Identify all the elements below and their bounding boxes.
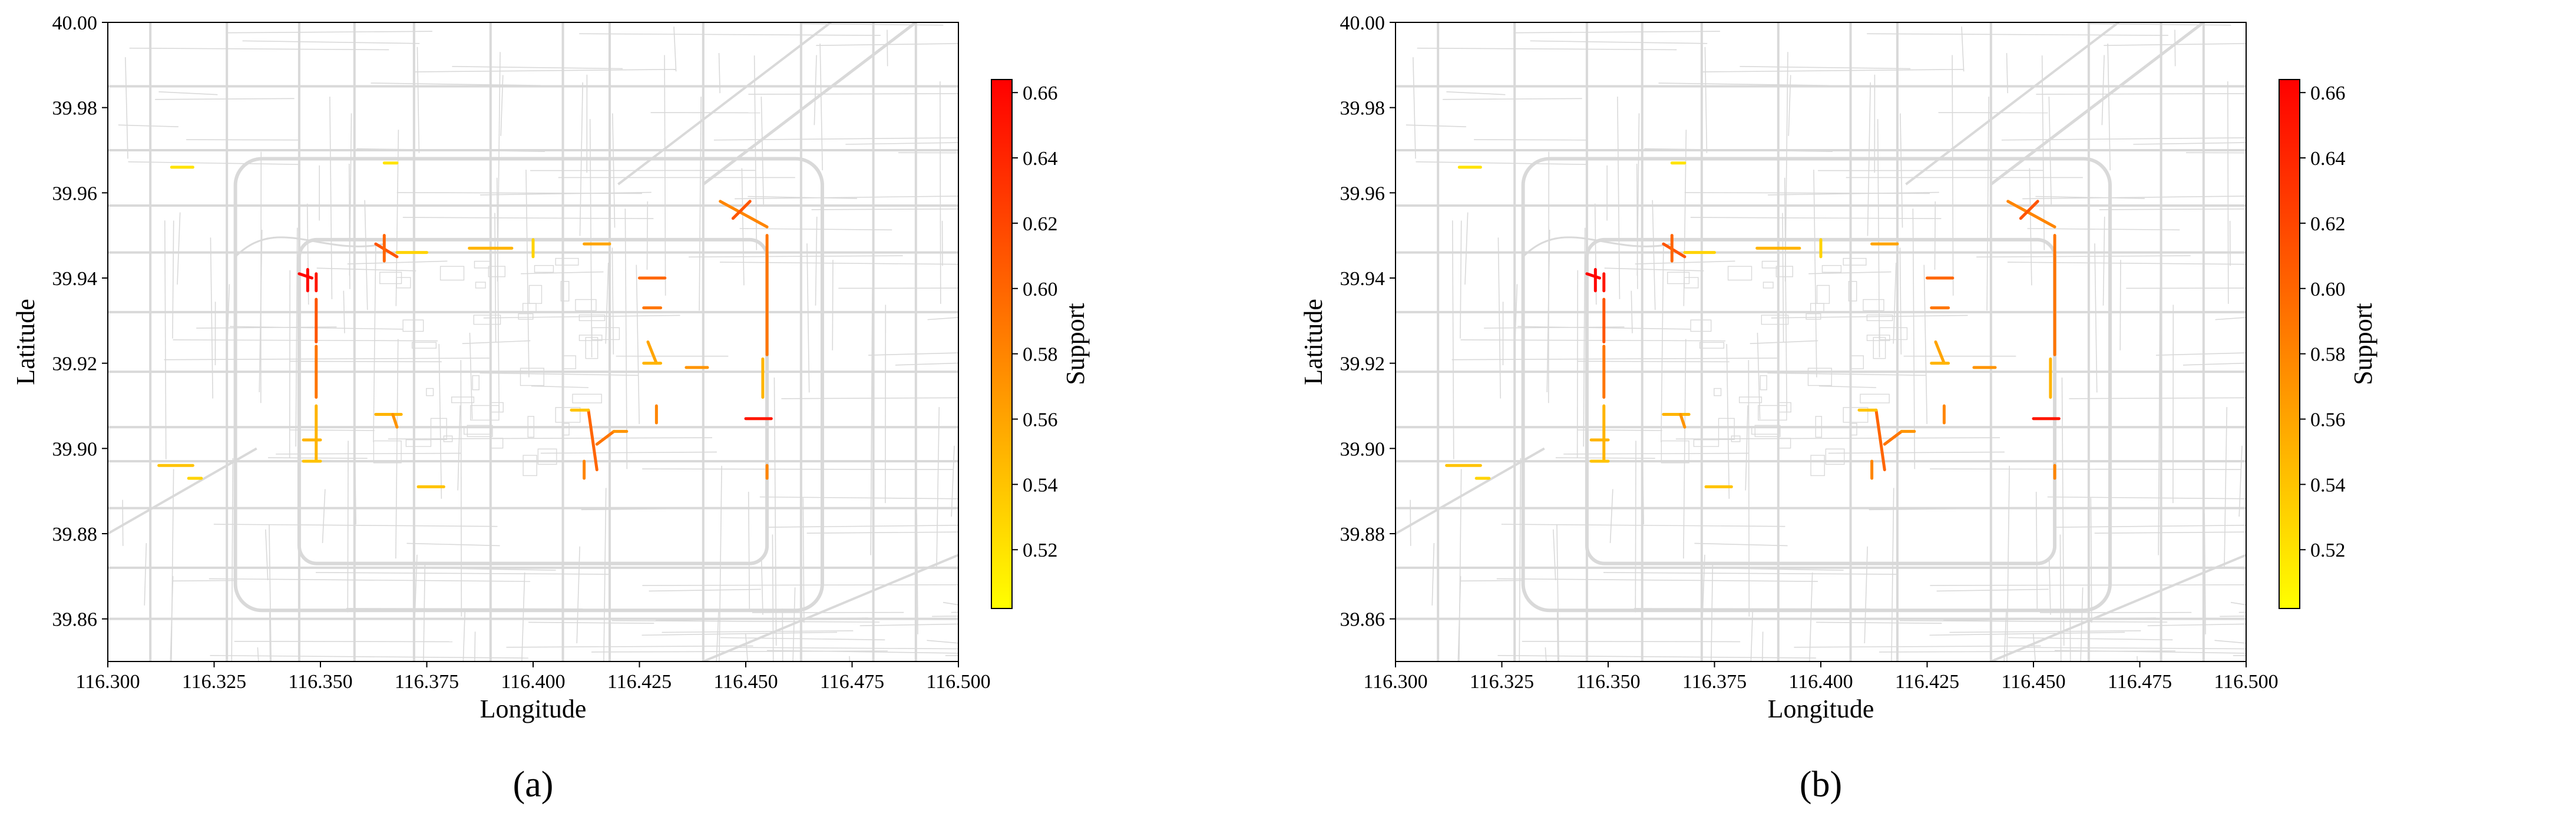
- colorbar-tick-label: 0.66: [1023, 82, 1058, 104]
- support-segment: [1681, 414, 1685, 427]
- y-tick-label: 39.90: [1340, 438, 1385, 460]
- x-tick-label: 116.450: [713, 671, 778, 693]
- basemap-roads: [108, 22, 958, 661]
- x-tick-label: 116.400: [1788, 671, 1853, 693]
- x-tick-label: 116.425: [1895, 671, 1959, 693]
- y-tick-label: 39.90: [52, 438, 98, 460]
- panel-caption: (a): [513, 765, 554, 805]
- support-segment: [376, 244, 397, 257]
- basemap-roads: [1396, 22, 2246, 661]
- y-tick-label: 39.88: [1340, 524, 1385, 545]
- y-tick-label: 39.92: [1340, 353, 1385, 375]
- colorbar-tick-label: 0.60: [2310, 279, 2346, 300]
- colorbar-tick-label: 0.58: [2310, 344, 2346, 366]
- support-segment: [393, 414, 397, 427]
- colorbar: [2279, 80, 2300, 608]
- colorbar: [991, 80, 1012, 608]
- colorbar-tick-label: 0.58: [1023, 344, 1058, 366]
- x-tick-label: 116.375: [1682, 671, 1747, 693]
- x-tick-label: 116.325: [182, 671, 246, 693]
- x-tick-label: 116.425: [607, 671, 672, 693]
- x-tick-label: 116.500: [2214, 671, 2278, 693]
- colorbar-tick-label: 0.56: [2310, 409, 2346, 431]
- colorbar-tick-label: 0.64: [1023, 148, 1058, 170]
- x-tick-label: 116.350: [1576, 671, 1640, 693]
- support-segment: [648, 342, 656, 363]
- y-tick-label: 39.98: [1340, 98, 1385, 120]
- colorbar-tick-label: 0.62: [1023, 213, 1058, 235]
- colorbar-tick-label: 0.52: [1023, 540, 1058, 561]
- colorbar-tick-label: 0.54: [1023, 474, 1058, 496]
- support-segment: [1587, 274, 1600, 278]
- y-tick-label: 39.88: [52, 524, 98, 545]
- y-tick-label: 40.00: [1340, 12, 1385, 34]
- y-tick-label: 39.86: [52, 609, 98, 631]
- colorbar-label: Support: [1061, 303, 1090, 385]
- y-tick-label: 39.86: [1340, 609, 1385, 631]
- x-tick-label: 116.450: [2001, 671, 2065, 693]
- x-tick-label: 116.475: [2108, 671, 2172, 693]
- colorbar-tick-label: 0.64: [2310, 148, 2346, 170]
- y-tick-label: 39.94: [52, 268, 98, 290]
- map-figure-a: 116.300 116.325 116.350 116.375 116.400 116.4…: [0, 0, 1288, 814]
- map-figure-b: 116.300 116.325 116.350 116.375 116.400 116.4…: [1288, 0, 2575, 814]
- panel-caption: (b): [1800, 765, 1842, 805]
- y-axis-label: Latitude: [1299, 299, 1328, 385]
- support-segment: [1664, 244, 1685, 257]
- y-tick-label: 39.92: [52, 353, 98, 375]
- x-axis-label: Longitude: [1768, 694, 1874, 723]
- x-tick-label: 116.300: [75, 671, 140, 693]
- colorbar-tick-label: 0.56: [1023, 409, 1058, 431]
- x-tick-label: 116.400: [501, 671, 565, 693]
- y-axis-label: Latitude: [11, 299, 40, 385]
- map-panel-a: 116.300 116.325 116.350 116.375 116.400 116.4…: [0, 0, 1288, 814]
- colorbar-label: Support: [2349, 303, 2377, 385]
- colorbar-tick-label: 0.62: [2310, 213, 2346, 235]
- map-panel-b: 116.300 116.325 116.350 116.375 116.400 116.4…: [1288, 0, 2575, 814]
- y-tick-label: 39.96: [52, 183, 98, 204]
- support-segment: [1936, 342, 1944, 363]
- x-tick-label: 116.300: [1363, 671, 1427, 693]
- colorbar-tick-label: 0.52: [2310, 540, 2346, 561]
- x-tick-label: 116.350: [288, 671, 352, 693]
- x-axis-label: Longitude: [480, 694, 587, 723]
- x-tick-label: 116.325: [1470, 671, 1534, 693]
- support-segment: [299, 274, 312, 278]
- x-tick-label: 116.475: [820, 671, 884, 693]
- y-tick-label: 40.00: [52, 12, 98, 34]
- colorbar-tick-label: 0.66: [2310, 82, 2346, 104]
- x-tick-label: 116.375: [395, 671, 459, 693]
- y-tick-label: 39.94: [1340, 268, 1385, 290]
- x-tick-label: 116.500: [926, 671, 990, 693]
- y-tick-label: 39.96: [1340, 183, 1385, 204]
- colorbar-tick-label: 0.60: [1023, 279, 1058, 300]
- colorbar-tick-label: 0.54: [2310, 474, 2346, 496]
- y-tick-label: 39.98: [52, 98, 98, 120]
